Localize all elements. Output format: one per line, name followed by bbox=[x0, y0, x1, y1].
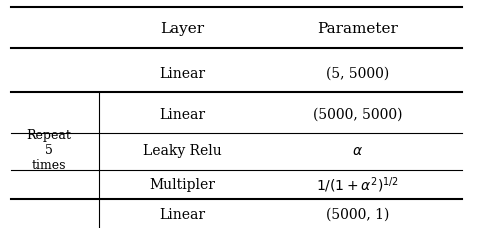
Text: Parameter: Parameter bbox=[317, 22, 398, 35]
Text: (5000, 1): (5000, 1) bbox=[326, 207, 390, 221]
Text: Linear: Linear bbox=[159, 207, 205, 221]
Text: Linear: Linear bbox=[159, 67, 205, 81]
Text: Layer: Layer bbox=[160, 22, 204, 35]
Text: (5000, 5000): (5000, 5000) bbox=[313, 108, 402, 121]
Text: Multipler: Multipler bbox=[149, 178, 215, 192]
Text: (5, 5000): (5, 5000) bbox=[326, 67, 390, 81]
Text: Repeat
5
times: Repeat 5 times bbox=[26, 128, 71, 171]
Text: $1/(1+\alpha^2)^{1/2}$: $1/(1+\alpha^2)^{1/2}$ bbox=[316, 175, 399, 194]
Text: Leaky Relu: Leaky Relu bbox=[142, 144, 221, 158]
Text: $\alpha$: $\alpha$ bbox=[352, 144, 363, 158]
Text: Linear: Linear bbox=[159, 108, 205, 121]
